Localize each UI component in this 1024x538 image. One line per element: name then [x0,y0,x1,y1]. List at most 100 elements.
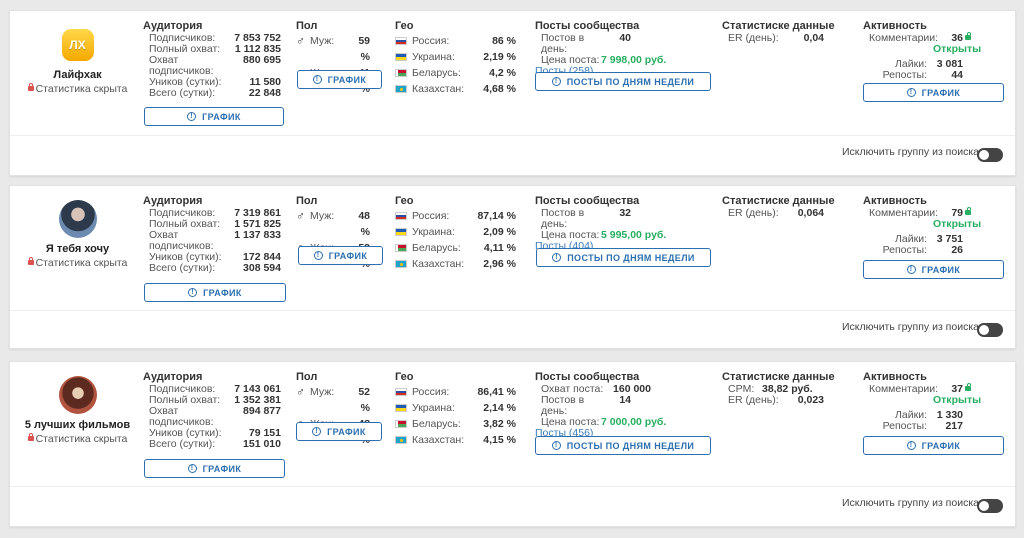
audience-graph-button[interactable]: ! ГРАФИК [144,283,286,302]
info-icon: ! [906,441,916,450]
posts-title: Посты сообщества [535,20,640,32]
gender-title: Пол [296,371,318,383]
stats-hidden-label: Статистика скрыта [20,257,135,269]
geo-title: Гео [395,20,414,32]
uniques-value: 11 580 [249,76,281,88]
geo-title: Гео [395,371,414,383]
activity-title: Активность [863,20,927,32]
posts-link[interactable]: Посты (456) [535,427,594,439]
total-value: 308 594 [243,262,281,274]
activity-section: Активность Комментарии: 79 Открыты Лайки:… [863,195,982,256]
flag-ukraine-icon [395,404,407,412]
exclude-label: Исключить группу из поиска [841,321,979,333]
geo-section: Гео Россия: 86 % Украина: 2,19 % Беларусь:… [395,20,516,95]
info-icon: ! [312,427,322,436]
activity-graph-button[interactable]: ! ГРАФИК [863,436,1004,455]
group-info: ЛХ Лайфхак Статистика скрыта [20,19,135,95]
gender-title: Пол [296,195,318,207]
unlock-icon [965,207,971,215]
male-icon: ♂ [296,209,305,223]
activity-title: Активность [863,371,927,383]
posts-by-day-button[interactable]: ! ПОСТЫ ПО ДНЯМ НЕДЕЛИ [535,436,711,455]
gender-graph-button[interactable]: ! ГРАФИК [296,422,382,441]
gender-graph-button[interactable]: ! ГРАФИК [297,70,382,89]
group-avatar[interactable] [58,200,97,238]
flag-kazakhstan-icon [395,436,407,444]
posts-section: Посты сообщества Постов в день: 40 Цена п… [535,20,667,77]
exclude-toggle[interactable] [977,499,1003,513]
audience-section: Аудитория Подписчиков: 7 143 061 Полный о… [143,371,281,450]
group-name[interactable]: 5 лучших фильмов [24,419,131,431]
full-reach-value: 1 571 825 [234,218,281,230]
exclude-toggle[interactable] [977,323,1003,337]
activity-title: Активность [863,195,927,207]
subscribers-value: 7 319 861 [234,207,281,219]
audience-title: Аудитория [143,20,203,32]
reach-value: 1 137 833 [234,229,281,241]
total-value: 22 848 [248,87,281,99]
uniques-value: 79 151 [248,427,281,439]
posts-title: Посты сообщества [535,195,640,207]
posts-by-day-button[interactable]: ! ПОСТЫ ПО ДНЯМ НЕДЕЛИ [535,72,711,91]
stats-hidden-label: Статистика скрыта [20,433,135,445]
activity-section: Активность Комментарии: 37 Открыты Лайки:… [863,371,982,432]
stats-title: Статистиске данные [722,371,835,383]
flag-ukraine-icon [395,228,407,236]
group-avatar[interactable]: ЛХ [61,29,94,61]
flag-kazakhstan-icon [395,260,407,268]
posts-link[interactable]: Посты (258) [535,65,594,77]
reach-value: 894 877 [243,405,281,417]
subscribers-value: 7 853 752 [234,32,281,44]
gender-graph-button[interactable]: ! ГРАФИК [298,246,383,265]
group-name[interactable]: Я тебя хочу [45,243,110,255]
group-card-3: 5 лучших фильмов Статистика скрыта Аудит… [9,361,1016,527]
exclude-label: Исключить группу из поиска [841,497,979,509]
flag-belarus-icon [395,420,407,428]
unlock-icon [965,383,971,391]
flag-ukraine-icon [395,53,407,61]
geo-section: Гео Россия: 87,14 % Украина: 2,09 % Белару… [395,195,516,270]
flag-belarus-icon [395,244,407,252]
activity-graph-button[interactable]: ! ГРАФИК [863,260,1004,279]
info-icon: ! [313,251,323,260]
info-icon: ! [312,75,322,84]
group-info: 5 лучших фильмов Статистика скрыта [20,370,135,445]
flag-kazakhstan-icon [395,85,407,93]
total-value: 151 010 [243,438,281,450]
group-name[interactable]: Лайфхак [53,69,102,81]
stats-section: Статистиске данные ER (день): 0,064 [722,195,835,219]
lock-icon [27,83,34,91]
audience-section: Аудитория Подписчиков: 7 853 752 Полный о… [143,20,281,99]
audience-section: Аудитория Подписчиков: 7 319 861 Полный о… [143,195,281,274]
group-card-2: Я тебя хочу Статистика скрыта Аудитория … [9,185,1016,349]
info-icon: ! [187,112,197,121]
full-reach-value: 1 352 381 [234,394,281,406]
posts-link[interactable]: Посты (404) [535,240,594,252]
info-icon: ! [906,265,916,274]
exclude-toggle[interactable] [977,148,1003,162]
stats-hidden-label: Статистика скрыта [20,83,135,95]
full-reach-value: 1 112 835 [234,43,281,55]
uniques-value: 172 844 [243,251,281,263]
info-icon: ! [552,253,562,262]
group-info: Я тебя хочу Статистика скрыта [20,194,135,269]
info-icon: ! [551,77,561,86]
posts-section: Посты сообщества Постов в день: 32 Цена п… [535,195,667,252]
info-icon: ! [551,441,561,450]
audience-graph-button[interactable]: ! ГРАФИК [144,107,284,126]
audience-title: Аудитория [143,195,203,207]
posts-by-day-button[interactable]: ! ПОСТЫ ПО ДНЯМ НЕДЕЛИ [536,248,711,267]
group-avatar[interactable] [58,376,97,414]
reach-value: 880 695 [243,54,281,66]
card-footer: Исключить группу из поиска [10,486,1015,526]
info-icon: ! [188,288,198,297]
activity-graph-button[interactable]: ! ГРАФИК [863,83,1004,102]
audience-graph-button[interactable]: ! ГРАФИК [144,459,285,478]
stats-title: Статистиске данные [722,20,835,32]
geo-section: Гео Россия: 86,41 % Украина: 2,14 % Белару… [395,371,516,446]
flag-belarus-icon [395,69,407,77]
info-icon: ! [187,464,197,473]
activity-section: Активность Комментарии: 36 Открыты Лайки:… [863,20,982,81]
stats-section: Статистиске данные CPM: 38,82 руб. ER (де… [722,371,835,406]
flag-russia-icon [395,37,407,45]
